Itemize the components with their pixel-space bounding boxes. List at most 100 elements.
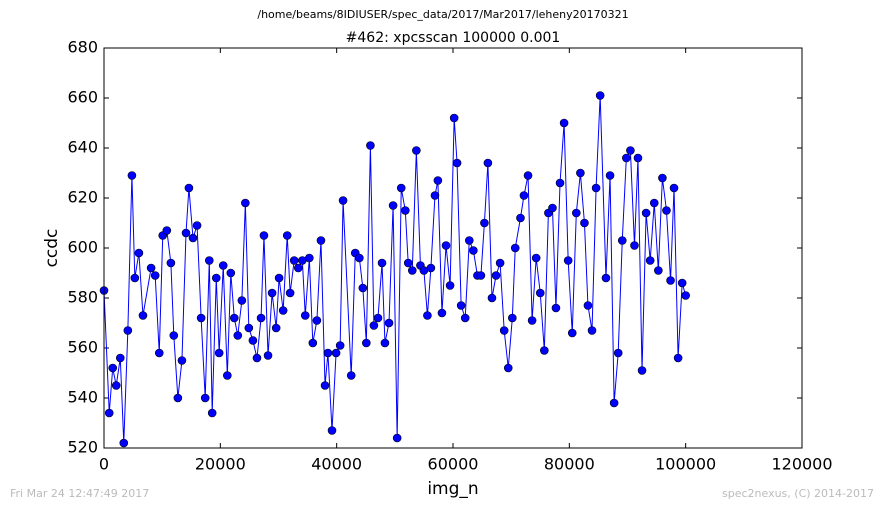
data-point [166,258,176,268]
data-point [580,218,589,228]
data-point [480,218,489,228]
data-point [456,301,466,310]
data-point [677,278,687,288]
data-point [441,241,451,250]
data-point [622,153,631,163]
data-point [111,381,121,390]
data-point [449,113,459,123]
data-point [531,253,541,263]
data-point [495,258,505,268]
data-point [637,366,647,375]
data-point [169,331,179,340]
data-point [535,288,545,298]
data-point [248,336,258,345]
data-point [366,141,375,150]
data-point [540,346,549,355]
data-point [503,363,513,373]
data-point [641,208,651,218]
data-point [263,351,273,360]
y-tick-label: 540 [67,388,98,407]
x-tick-label: 20000 [195,455,246,474]
data-point [669,183,679,193]
data-point [323,348,333,358]
data-point [469,246,478,255]
data-point [300,311,310,320]
data-point [426,263,436,273]
data-point [181,228,191,238]
data-point [138,311,148,320]
data-point [278,306,288,315]
data-point [233,331,243,340]
data-point [119,438,129,448]
x-tick-label: 0 [99,455,109,474]
y-tick-label: 600 [67,238,98,257]
data-point [476,271,486,280]
data-point [192,221,202,230]
x-axis-label: img_n [427,479,478,499]
data-line [103,95,687,444]
data-point [241,198,250,208]
y-tick-label: 660 [67,88,98,107]
data-point [346,371,356,380]
x-tick-label: 120000 [771,455,832,474]
data-point [673,353,683,363]
data-point [412,146,421,155]
footer-right: spec2nexus, (C) 2014-2017 [722,487,874,500]
data-point [123,326,133,335]
y-tick-label: 620 [67,188,98,207]
data-point [162,226,172,235]
data-point [430,191,440,200]
data-point [567,328,577,338]
data-point [658,173,667,183]
data-point [377,258,387,268]
y-tick-label: 520 [67,438,98,457]
data-point [252,353,262,363]
data-point [464,236,474,245]
data-point [312,316,322,325]
data-point [626,146,635,155]
data-point [591,183,601,193]
data-point [572,208,581,218]
data-point [681,291,690,300]
data-point [633,153,643,163]
data-point [358,283,368,293]
data-point [229,313,239,323]
data-point [662,206,671,215]
data-point [380,338,390,348]
x-tick-label: 100000 [655,455,716,474]
data-point [104,408,114,418]
data-point [649,198,659,208]
data-point [130,273,140,283]
data-point [316,236,326,245]
data-point [654,266,663,275]
data-point [373,313,383,323]
data-point [134,248,144,258]
data-point [305,253,314,263]
data-point [583,301,593,310]
data-point [609,398,619,408]
data-point [256,313,266,323]
data-point [483,158,493,168]
data-point [282,231,292,240]
data-point [293,263,303,273]
data-point [559,118,569,128]
data-point [499,326,509,335]
data-point [460,313,470,323]
data-point [196,313,206,323]
data-point [285,288,295,298]
data-point [527,316,537,325]
x-tick-label: 80000 [544,455,595,474]
data-point [576,168,585,178]
y-tick-label: 680 [67,38,98,57]
y-tick-label: 580 [67,288,98,307]
data-point [403,258,413,268]
data-point [211,273,221,283]
data-point [267,288,277,298]
data-point [327,426,337,435]
chart-title: #462: xpcsscan 100000 0.001 [346,30,561,46]
data-point [362,338,371,348]
data-point [115,353,125,363]
x-tick-label: 40000 [311,455,362,474]
data-point [613,348,623,358]
